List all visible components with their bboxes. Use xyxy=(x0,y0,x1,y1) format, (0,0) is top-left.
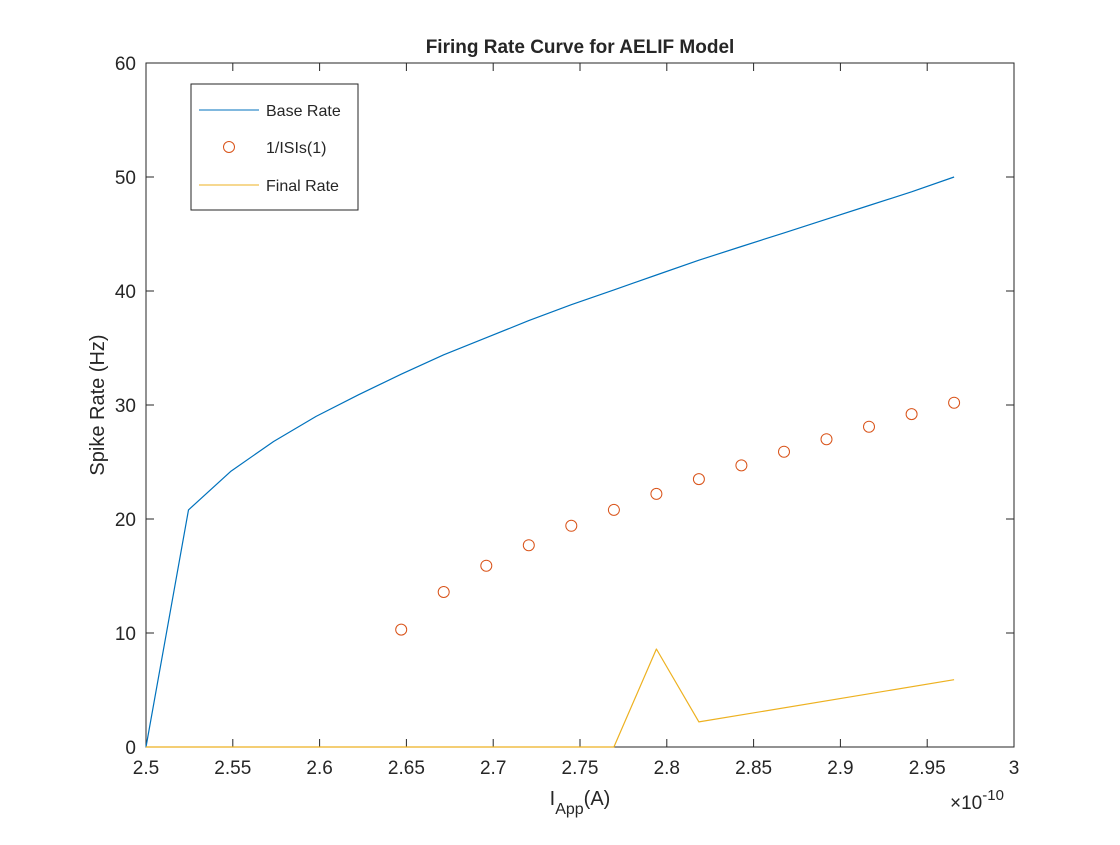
y-tick-label: 20 xyxy=(115,510,136,531)
x-tick-label: 2.65 xyxy=(388,758,425,779)
series-point xyxy=(778,445,790,458)
y-tick-label: 60 xyxy=(115,54,136,75)
x-tick-label: 2.6 xyxy=(306,758,332,779)
y-tick-label: 30 xyxy=(115,396,136,417)
series-point xyxy=(948,396,961,409)
y-tick-label: 40 xyxy=(115,282,136,303)
x-tick-label: 2.95 xyxy=(909,758,946,779)
y-axis: 0 10 20 30 40 50 60 xyxy=(115,54,1014,759)
series-point xyxy=(565,519,578,532)
x-tick-label: 2.9 xyxy=(827,758,853,779)
legend: Base Rate 1/ISIs(1) Final Rate xyxy=(190,83,359,211)
series-point xyxy=(607,503,620,516)
x-axis-label: IApp(A) xyxy=(550,788,611,818)
x-axis-label-unit: (A) xyxy=(584,788,611,810)
series-point xyxy=(735,459,748,472)
x-tick-label: 2.5 xyxy=(133,758,159,779)
y-tick-label: 10 xyxy=(115,624,136,645)
legend-label-base-rate: Base Rate xyxy=(266,103,341,120)
series-point xyxy=(437,586,450,598)
x-tick-label: 2.55 xyxy=(214,758,251,779)
series-point xyxy=(650,487,663,500)
series-layer xyxy=(145,176,961,748)
series-line-0 xyxy=(145,176,955,748)
x-tick-label: 2.7 xyxy=(480,758,506,779)
x-tick-label: 2.85 xyxy=(735,758,772,779)
y-tick-label: 0 xyxy=(125,738,136,759)
series-point xyxy=(395,623,408,636)
legend-label-isi: 1/ISIs(1) xyxy=(266,140,326,157)
series-point xyxy=(905,408,918,421)
x-axis-exponent-base: ×10 xyxy=(950,793,982,814)
legend-box xyxy=(190,83,359,211)
legend-swatch-isi xyxy=(223,141,235,153)
x-axis-label-main: I xyxy=(550,788,556,810)
series-point xyxy=(692,473,705,486)
series-point xyxy=(863,420,875,433)
series-line-2 xyxy=(146,648,955,748)
x-axis-label-subscript: App xyxy=(555,801,584,818)
x-tick-label: 2.75 xyxy=(562,758,599,779)
series-point xyxy=(480,559,493,572)
y-axis-label: Spike Rate (Hz) xyxy=(87,334,109,475)
x-tick-label: 3 xyxy=(1009,758,1020,779)
x-axis: 2.5 2.55 2.6 2.65 2.7 2.75 2.8 2.85 2.9 2.95 3 xyxy=(133,63,1020,779)
series-point xyxy=(522,539,535,552)
series-point xyxy=(820,433,833,446)
legend-label-final-rate: Final Rate xyxy=(266,178,339,195)
x-axis-exponent-power: -10 xyxy=(982,787,1004,804)
chart-title: Firing Rate Curve for AELIF Model xyxy=(426,37,735,58)
y-tick-label: 50 xyxy=(115,168,136,189)
x-axis-exponent: ×10-10 xyxy=(950,787,1004,814)
x-tick-label: 2.8 xyxy=(654,758,680,779)
